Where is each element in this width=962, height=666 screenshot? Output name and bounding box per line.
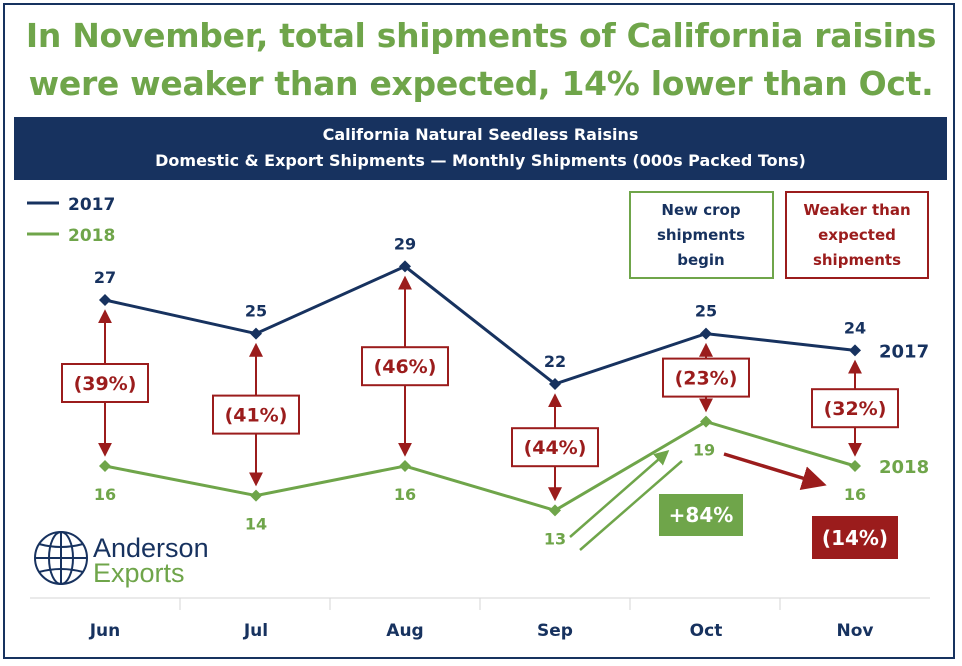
- callout-text: Weaker than: [803, 201, 910, 219]
- chart-frame: [3, 3, 955, 659]
- headline-line-1: In November, total shipments of Californ…: [25, 16, 937, 55]
- data-label-2017: 27: [94, 268, 116, 287]
- data-label-2017: 25: [245, 302, 267, 321]
- series-end-label: 2018: [879, 457, 929, 478]
- data-point-2018: [700, 415, 712, 428]
- legend: 2017 2018: [27, 195, 115, 246]
- chart-title: California Natural Seedless Raisins: [322, 125, 639, 144]
- data-point-2018: [549, 504, 561, 517]
- chart-title-banner: California Natural Seedless Raisins Dome…: [14, 117, 947, 180]
- data-point-2018: [399, 460, 411, 472]
- x-tick-label: Nov: [837, 621, 874, 641]
- data-point-2018: [99, 460, 111, 472]
- globe-icon: [34, 531, 88, 585]
- growth-arrow: [579, 460, 683, 551]
- difference-label: (32%): [824, 398, 887, 420]
- difference-box: [212, 394, 300, 435]
- data-label-2018: 16: [394, 485, 416, 504]
- legend-2017-label: 2017: [68, 195, 115, 215]
- growth-arrow: [569, 450, 670, 538]
- x-tick-label: Sep: [537, 621, 573, 641]
- data-label-2017: 29: [394, 234, 416, 253]
- data-label-2018: 19: [693, 441, 715, 460]
- new-crop-callout: New crop shipments begin: [629, 191, 774, 279]
- data-label-2018: 14: [245, 515, 267, 534]
- difference-box: [511, 427, 599, 468]
- callout-text: New crop: [661, 201, 740, 219]
- data-point-2018: [250, 489, 262, 502]
- x-tick-label: Oct: [690, 621, 723, 641]
- difference-label: (41%): [225, 405, 288, 427]
- difference-label: (23%): [675, 368, 738, 390]
- difference-box: [811, 388, 899, 429]
- difference-label: (46%): [374, 356, 437, 378]
- difference-box: [361, 346, 449, 387]
- chart-subtitle: Domestic & Export Shipments — Monthly Sh…: [155, 151, 806, 170]
- data-point-2017: [399, 260, 411, 273]
- data-point-2017: [849, 344, 861, 357]
- growth-badge-text: +84%: [669, 503, 734, 527]
- callout-text: begin: [677, 251, 724, 269]
- difference-box: [61, 363, 149, 403]
- data-label-2017: 25: [695, 302, 717, 321]
- callout-text: shipments: [657, 226, 745, 244]
- weaker-callout: Weaker than expected shipments: [785, 191, 929, 279]
- difference-label: (44%): [524, 437, 587, 459]
- anderson-exports-logo: Anderson Exports: [34, 531, 209, 588]
- decline-arrow: [723, 452, 827, 490]
- decline-badge: (14%): [812, 516, 898, 559]
- growth-badge: +84%: [659, 494, 743, 536]
- series-line-2017: [104, 264, 856, 386]
- x-tick-label: Aug: [386, 621, 423, 641]
- data-label-2018: 16: [94, 485, 116, 504]
- callout-text: expected: [818, 226, 896, 244]
- data-label-2018: 13: [544, 529, 566, 548]
- series-line-2018: [104, 419, 856, 513]
- data-label-2017: 22: [544, 352, 566, 371]
- data-point-2018: [849, 460, 861, 472]
- decline-badge-text: (14%): [822, 526, 888, 550]
- difference-box: [662, 357, 750, 398]
- x-tick-label: Jun: [89, 621, 121, 641]
- headline-line-2: were weaker than expected, 14% lower tha…: [28, 64, 934, 103]
- data-label-2017: 24: [844, 318, 866, 337]
- series-end-label: 2017: [879, 341, 929, 362]
- x-tick-label: Jul: [243, 621, 268, 641]
- data-point-2017: [549, 378, 561, 390]
- logo-line-2: Exports: [93, 558, 185, 588]
- legend-2018-label: 2018: [68, 226, 115, 246]
- data-point-2017: [250, 327, 262, 340]
- logo-line-1: Anderson: [93, 533, 209, 563]
- data-point-2017: [700, 327, 712, 340]
- data-point-2017: [99, 294, 111, 306]
- difference-label: (39%): [74, 373, 137, 395]
- callout-text: shipments: [813, 251, 901, 269]
- data-label-2018: 16: [844, 485, 866, 504]
